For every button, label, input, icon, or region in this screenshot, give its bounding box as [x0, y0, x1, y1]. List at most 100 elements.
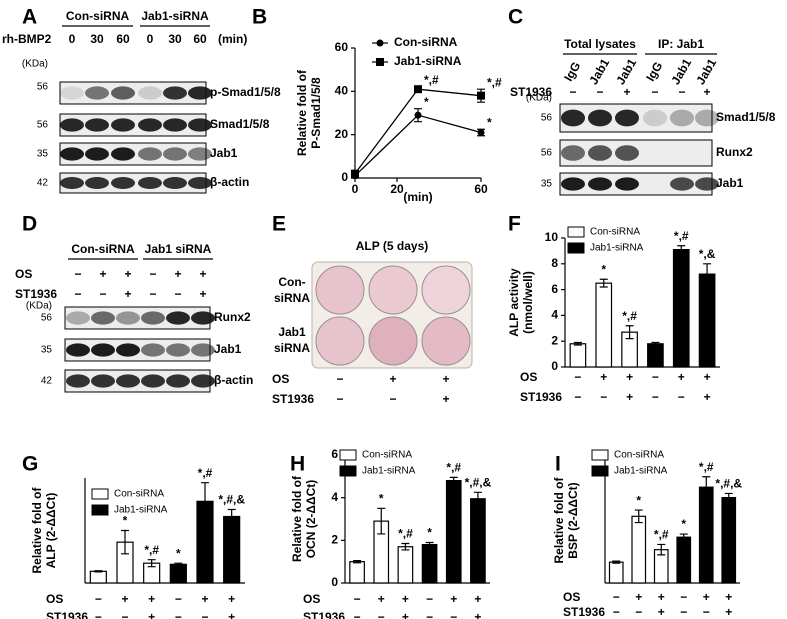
blot-band [85, 86, 109, 100]
treatment-sign: + [124, 287, 131, 301]
treatment-sign: − [652, 390, 659, 404]
treatment-sign: + [678, 370, 685, 384]
treatment-sign: 30 [90, 32, 104, 46]
treatment-sign: + [450, 592, 457, 606]
treatment-sign: + [121, 592, 128, 606]
y-axis-label: Relative fold of [290, 475, 304, 562]
well [421, 316, 471, 366]
well [368, 316, 418, 366]
y-axis-label: OCN (2-ΔΔCt) [304, 480, 318, 559]
row-label: Jab1 [210, 146, 238, 160]
legend-swatch [339, 449, 357, 461]
treatment-sign: + [148, 610, 155, 619]
kda-label: (KDa) [26, 301, 52, 312]
treatment-label: ST1936 [520, 390, 562, 404]
treatment-sign: − [174, 287, 181, 301]
treatment-sign: − [426, 610, 433, 619]
legend-swatch [91, 488, 109, 500]
treatment-sign: − [389, 392, 396, 406]
legend-label: Jab1-siRNA [590, 243, 644, 254]
treatment-sign: − [678, 85, 685, 99]
error-bar [599, 278, 608, 288]
row-label: β-actin [214, 373, 253, 387]
blot-band [615, 177, 639, 191]
data-point [351, 169, 359, 178]
kda-label: (KDa) [22, 59, 48, 70]
error-bar [724, 492, 733, 503]
legend-swatch [591, 465, 609, 477]
blot-band [91, 343, 115, 357]
panel-letter: C [508, 6, 523, 29]
group-label: IP: Jab1 [658, 37, 704, 51]
kda-value: 56 [41, 313, 53, 324]
y-tick-label: 20 [335, 127, 349, 141]
bar [631, 515, 647, 584]
treatment-label: ST1936 [46, 610, 88, 619]
blot-band [615, 145, 639, 161]
bar [169, 563, 187, 584]
row-label: p-Smad1/5/8 [210, 85, 281, 99]
treatment-label: ST1936 [510, 85, 552, 99]
blot-band [116, 311, 140, 325]
lane-label: Jab1 [693, 56, 719, 87]
unit-label: (min) [218, 32, 247, 46]
kda-value: 56 [37, 120, 49, 131]
kda-label: (KDa) [526, 93, 552, 104]
treatment-sign: − [678, 390, 685, 404]
treatment-sign: − [378, 610, 385, 619]
error-bar [612, 560, 621, 564]
blot-band [191, 311, 215, 325]
plate-title: ALP (5 days) [356, 239, 428, 253]
blot-band [85, 118, 109, 132]
blot-band [191, 374, 215, 388]
blot-band [66, 311, 90, 325]
blot-band [111, 86, 135, 100]
annotation: *,#,& [715, 477, 742, 491]
blot-band [138, 86, 162, 100]
data-point [414, 85, 422, 94]
bar [397, 546, 414, 584]
annotation: *,& [699, 247, 716, 261]
kda-value: 35 [37, 149, 49, 160]
blot-band [188, 86, 212, 100]
blot-band [91, 374, 115, 388]
annotation: *,# [699, 460, 714, 474]
treatment-sign: − [569, 85, 576, 99]
y-tick-label: 6 [551, 282, 558, 296]
legend-swatch [591, 449, 609, 461]
y-tick-label: 10 [545, 230, 559, 244]
error-bar [201, 482, 209, 521]
treatment-sign: + [442, 372, 449, 386]
treatment-sign: − [149, 287, 156, 301]
y-axis-label: Relative fold of [552, 476, 566, 563]
error-bar [625, 325, 634, 340]
treatment-label: OS [303, 592, 320, 606]
blot-band [191, 343, 215, 357]
lane-label: IgG [561, 59, 583, 83]
series-line [354, 88, 482, 175]
blot-band [138, 118, 162, 132]
treatment-sign: + [148, 592, 155, 606]
annotation: *,# [487, 75, 502, 89]
treatment-sign: − [426, 592, 433, 606]
y-axis-label: Relative fold of [295, 69, 309, 156]
blot-band [561, 109, 585, 127]
y-axis-label: Relative fold of [30, 486, 44, 573]
treatment-sign: + [442, 392, 449, 406]
treatment-sign: − [336, 372, 343, 386]
error-bar [377, 507, 386, 535]
panel-letter: I [555, 453, 561, 476]
blot-band [111, 177, 135, 189]
treatment-sign: − [635, 605, 642, 619]
treatment-sign: + [704, 390, 711, 404]
data-point [414, 111, 422, 119]
treatment-sign: 0 [147, 32, 154, 46]
annotation: *,#,& [218, 493, 245, 507]
row-label: siRNA [274, 341, 310, 355]
row-label: β-actin [210, 175, 249, 189]
error-bar [227, 508, 236, 525]
annotation: * [123, 514, 128, 528]
treatment-sign: − [74, 287, 81, 301]
legend-swatch [91, 504, 109, 516]
